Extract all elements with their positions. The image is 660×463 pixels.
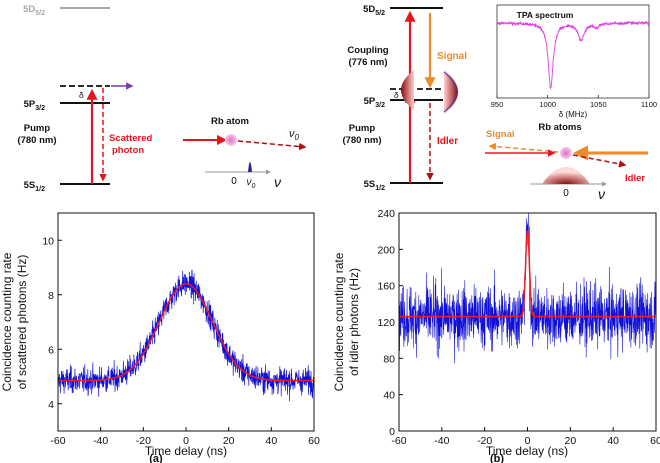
a-xtick-label: 40: [265, 435, 277, 447]
chart-b-xlabel: Time delay (ns): [486, 444, 568, 458]
rb-atom-a: [225, 134, 237, 146]
a-xtick-label: 60: [308, 435, 320, 447]
pump-wavelength-a: (780 nm): [17, 135, 56, 146]
a-xtick-label: -20: [136, 435, 151, 447]
tpa-inset-frame: [496, 4, 650, 99]
b-ytick-label: 0: [389, 426, 395, 438]
tpa-xtick-label: 1100: [641, 100, 657, 109]
b-ytick-label: 240: [377, 208, 395, 220]
tpa-xlabel: δ (MHz): [559, 110, 588, 119]
signal-label-b: Signal: [437, 51, 467, 62]
signal-wavepacket-b: [444, 70, 458, 114]
tpa-xtick-label: 1000: [539, 100, 556, 109]
tpa-xtick-label: 1050: [590, 100, 607, 109]
detuning-label-b: δ: [394, 90, 399, 100]
a-ytick-label: 10: [42, 235, 54, 247]
level-5s-label-a: 5S1/2: [24, 180, 45, 193]
idler-beam-label-b: Idler: [625, 173, 645, 184]
chart-a-ylabel-2: of scattered photons (Hz): [15, 255, 29, 390]
chart-a-xlabel: Time delay (ns): [145, 444, 227, 458]
rb-atom-label-a: Rb atom: [211, 116, 249, 127]
signal-wavepacket-outline-b: [443, 71, 457, 113]
tpa-title: TPA spectrum: [517, 10, 574, 20]
a-ytick-label: 6: [48, 344, 54, 356]
signal-beam-b: [488, 142, 559, 153]
chart-b-frame: [398, 212, 657, 432]
b-xtick-label: -60: [391, 435, 406, 447]
freq-nu-label-b: ν: [598, 186, 605, 202]
b-ytick-label: 200: [377, 244, 395, 256]
a-ytick-label: 8: [48, 290, 54, 302]
chart-a: Coincidence counting rate of scattered p…: [0, 212, 320, 458]
chart-a-data-line: [57, 269, 315, 402]
scattered-label-a: Scattered: [109, 133, 152, 144]
chart-b-ylabel: Coincidence counting rate: [332, 252, 346, 391]
a-xtick-label: 0: [183, 435, 189, 447]
detuning-label-a: δ: [79, 90, 84, 100]
b-xtick-label: 40: [607, 435, 619, 447]
pump-label-a: Pump: [24, 123, 51, 134]
chart-b: Coincidence counting rate of idler photo…: [332, 208, 660, 458]
chart-b-ticks: -60 -40 -20 0 20 40 60 0 40 80 120 160 200 240: [377, 208, 660, 447]
tpa-spectrum-line: [496, 20, 650, 90]
tpa-xtick-label: 950: [491, 100, 504, 109]
narrow-spectrum-a: [248, 162, 252, 172]
freq-nu0-a: ν0: [247, 177, 256, 190]
b-xtick-label: 0: [525, 435, 531, 447]
level-5s-label-b: 5S1/2: [364, 179, 385, 192]
idler-label-b: Idler: [437, 136, 458, 147]
rb-atoms-b: [560, 147, 572, 159]
b-ytick-label: 80: [383, 353, 395, 365]
b-xtick-label: -40: [434, 435, 449, 447]
panel-a-diagram: 5D5/2 5P3/2 δ 5S1/2 Pump (780 nm) Scatte…: [17, 4, 307, 193]
scattered-beam-a: [237, 140, 307, 151]
freq-zero-b: 0: [563, 188, 569, 199]
chart-a-ticks: -60 -40 -20 0 20 40 60 4 6 8 10: [42, 235, 320, 447]
chart-a-frame: [57, 212, 315, 432]
tpa-ticks: 950 1000 1050 1100: [491, 95, 657, 109]
broad-spectrum-b: [542, 167, 590, 184]
coupling-wavelength-b: (776 nm): [348, 57, 387, 68]
freq-nu-label-a: ν: [274, 174, 281, 190]
idler-beam-b: [572, 154, 627, 168]
panel-b-tag: (b): [490, 453, 504, 463]
pump-label-b: Pump: [349, 123, 376, 134]
panel-a-tag: (a): [149, 453, 163, 463]
a-xtick-label: -40: [93, 435, 108, 447]
a-xtick-label: -60: [50, 435, 65, 447]
coupling-wavepacket-b: [401, 70, 414, 110]
b-ytick-label: 40: [383, 390, 395, 402]
rb-atoms-label-b: Rb atoms: [538, 122, 581, 133]
freq-zero-a: 0: [231, 176, 237, 187]
a-ytick-label: 4: [48, 399, 54, 411]
b-xtick-label: -20: [477, 435, 492, 447]
b-xtick-label: 20: [564, 435, 576, 447]
photon-label-a: photon: [112, 145, 144, 156]
b-xtick-label: 60: [650, 435, 660, 447]
a-xtick-label: 20: [223, 435, 235, 447]
panel-b-diagram: 5D5/2 5P3/2 δ 5S1/2 Coupling (776 nm) Si…: [342, 4, 648, 202]
level-5d-label-a: 5D5/2: [23, 4, 45, 17]
nu0-label-a: ν0: [289, 128, 300, 142]
coupling-label-b: Coupling: [347, 45, 388, 56]
signal-beam-label-b: Signal: [486, 129, 515, 140]
tpa-inset: TPA spectrum 950 1000 1050 1100 δ (MHz): [491, 4, 657, 119]
level-5p-label-b: 5P3/2: [364, 96, 385, 109]
level-5p-label-a: 5P3/2: [24, 99, 45, 112]
b-ytick-label: 160: [377, 281, 395, 293]
pump-wavelength-b: (780 nm): [342, 135, 381, 146]
chart-a-ylabel: Coincidence counting rate: [0, 252, 14, 391]
level-5d-label-b: 5D5/2: [363, 4, 385, 17]
chart-b-ylabel-2: of idler photons (Hz): [347, 268, 361, 376]
chart-b-fit-line: [399, 230, 656, 318]
chart-a-fit-line: [58, 283, 314, 382]
b-ytick-label: 120: [377, 317, 395, 329]
